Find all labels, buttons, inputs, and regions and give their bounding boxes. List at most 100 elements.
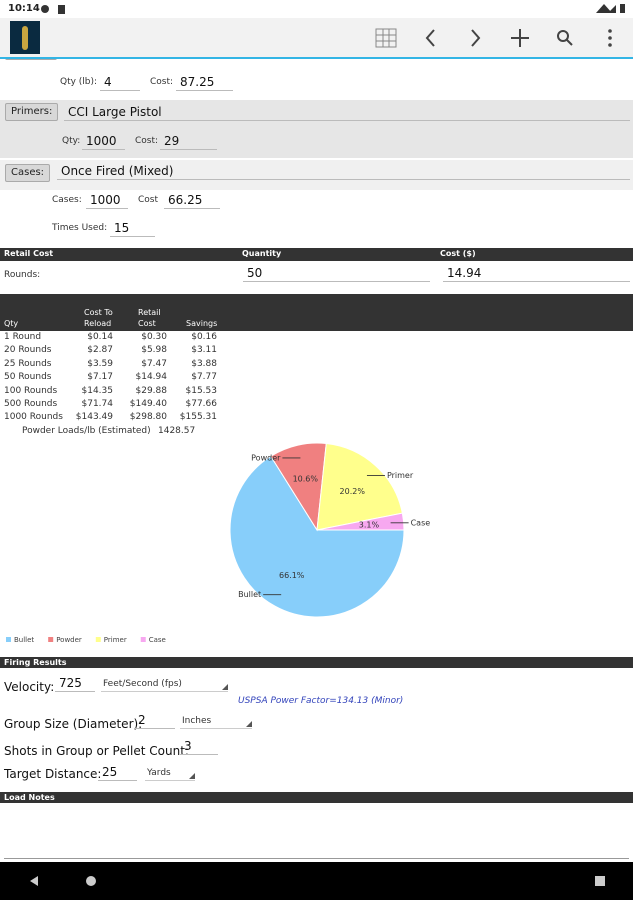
calculator-button[interactable] [375,28,397,48]
table-cell: $7.47 [141,358,167,369]
table-cell: $15.53 [185,385,218,396]
slice-value-label: 3.1% [359,520,380,529]
table-cell: $7.17 [87,372,113,383]
dropdown[interactable] [180,712,252,729]
home-button[interactable] [86,876,96,886]
dropdown-value: Inches [182,716,212,726]
dropdown-value: Yards [147,768,171,778]
power-factor: USPSA Power Factor=134.13 (Minor) [238,696,404,706]
legend-label: Primer [104,636,127,644]
menu-button[interactable] [608,29,612,47]
label: Target Distance: [4,767,102,781]
input-field[interactable] [98,764,137,781]
input-field[interactable] [64,104,630,121]
input-field[interactable] [134,712,175,729]
table-cell: $14.94 [135,372,168,383]
input-field[interactable] [180,738,218,755]
input-field[interactable] [110,220,155,237]
input-value: 15 [114,221,130,235]
legend-swatch [6,637,11,642]
input-field[interactable] [160,133,217,150]
next-button[interactable] [471,29,481,47]
label: Shots in Group or Pellet Count: [4,744,189,758]
input-value: 29 [164,134,180,148]
input-field[interactable] [82,133,125,150]
input-field[interactable] [164,192,220,209]
section-button[interactable]: Cases: [5,164,51,182]
table-cell: $143.49 [75,412,113,423]
table-cell: 1000 Rounds [4,412,63,423]
table-cell: $71.74 [81,399,114,409]
section-title: Load Notes [4,793,55,802]
slice-name-label: Powder [251,453,281,462]
section-button[interactable]: Primers: [5,103,59,121]
dropdown[interactable] [101,675,228,692]
label: Times Used: [52,223,108,233]
nav-bar [0,862,633,900]
primers-band [0,100,633,158]
label: Cost [138,195,159,205]
cases-band [0,160,633,190]
input-value: 1000 [90,193,121,207]
input-field[interactable] [55,675,95,692]
recents-button[interactable] [595,876,605,886]
table-cell: 50 Rounds [4,372,52,383]
table-cell: 20 Rounds [4,345,52,356]
pie-slice [316,442,403,531]
label: Cost: [150,77,174,87]
previous-button[interactable] [425,29,435,47]
input-value: 2 [138,713,146,727]
search-button[interactable] [557,30,573,46]
slice-value-label: 20.2% [340,487,366,496]
table-note: Powder Loads/lb (Estimated) [22,426,151,436]
dropdown[interactable] [145,764,195,781]
input-value: Once Fired (Mixed) [61,164,174,178]
label: Rounds: [4,270,41,280]
clock: 10:14 [8,3,40,14]
notes-bottom-line [4,858,629,859]
input-value: 1000 [86,134,117,148]
legend-label: Case [149,636,166,644]
input-field[interactable] [100,74,140,91]
table-cell: $0.16 [191,332,217,342]
input-value: 66.25 [168,193,203,207]
legend-swatch [140,637,146,642]
input-field[interactable] [443,265,630,282]
input-field[interactable] [57,163,630,180]
column-header: Retail Cost [138,308,161,328]
notes-header [0,792,633,803]
input-value: 87.25 [180,75,215,89]
input-field[interactable] [176,74,233,91]
table-cell: $149.40 [129,399,167,409]
label: Qty: [62,136,81,146]
table-cell: $3.88 [191,358,217,369]
slice-value-label: 10.6% [293,475,319,484]
input-field[interactable] [86,192,128,209]
slice-name-label: Bullet [238,590,261,599]
input-field[interactable] [243,265,430,282]
table-cell: $155.31 [179,412,217,423]
input-value: CCI Large Pistol [68,105,162,119]
input-value: 25 [102,765,118,779]
column-header: Cost ($) [440,249,476,258]
retail-header [0,248,633,261]
label: Cases: [52,195,82,205]
legend-swatch [95,637,101,642]
back-button[interactable] [30,876,38,886]
input-value: 50 [247,266,263,280]
table-cell: $0.14 [87,332,113,342]
column-header: Qty [4,319,19,328]
legend-label: Bullet [14,636,34,644]
firing-header [0,657,633,668]
app-bar [0,18,633,59]
pie-slice [316,512,405,531]
legend-label: Powder [56,636,82,644]
table-cell: $5.98 [141,345,167,356]
slice-name-label: Primer [387,471,414,480]
column-header: Quantity [242,249,282,258]
table-cell: $3.59 [87,358,113,369]
column-header: Cost To Reload [84,308,113,328]
input-value: 725 [59,676,82,690]
add-button[interactable] [511,29,529,47]
table-cell: $77.66 [185,399,218,409]
